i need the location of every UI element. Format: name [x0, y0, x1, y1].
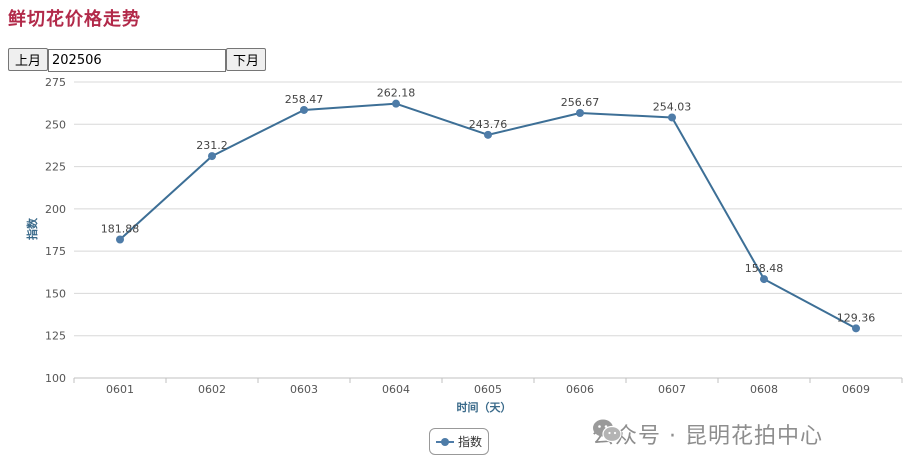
data-label: 256.67 [561, 96, 600, 109]
data-point [760, 275, 768, 284]
x-tick-label: 0606 [566, 383, 594, 396]
legend-line-marker-icon [435, 437, 454, 447]
next-month-button[interactable]: 下月 [226, 48, 267, 71]
data-label: 158.48 [745, 262, 784, 275]
data-point [852, 324, 860, 333]
watermark: 公众号 · 昆明花拍中心 [592, 418, 823, 450]
data-label: 129.36 [837, 311, 876, 324]
data-label: 243.76 [469, 118, 508, 131]
x-tick-label: 0602 [198, 383, 226, 396]
series-index: 181.88 231.2 258.47 262.18 243.76 256.67 254.0… [101, 87, 876, 333]
data-point [300, 105, 308, 114]
month-controls: 上月 下月 [8, 48, 267, 72]
y-tick-label: 275 [45, 76, 66, 89]
prev-month-button[interactable]: 上月 [8, 48, 49, 71]
x-tick-label: 0605 [474, 383, 502, 396]
data-point [484, 130, 492, 139]
y-tick-label: 225 [45, 161, 66, 174]
data-point [576, 109, 584, 118]
data-point [116, 235, 124, 244]
y-tick-label: 125 [45, 330, 66, 343]
y-tick-label: 150 [45, 287, 66, 300]
x-axis-title: 时间（天） [457, 400, 512, 414]
watermark-text: 公众号 · 昆明花拍中心 [592, 424, 823, 449]
data-label: 181.88 [101, 223, 140, 236]
page-title: 鲜切花价格走势 [8, 9, 141, 30]
data-label: 254.03 [653, 100, 692, 113]
wechat-icon [593, 419, 622, 443]
data-label: 258.47 [285, 93, 324, 106]
data-point [668, 113, 676, 122]
y-tick-label: 175 [45, 245, 66, 258]
month-input[interactable] [48, 49, 227, 72]
axes: 100 125 150 175 200 225 250 275 0601 0602 0603 0604… [45, 76, 903, 396]
y-tick-label: 250 [45, 118, 66, 131]
data-point [208, 152, 216, 161]
x-tick-label: 0607 [658, 383, 686, 396]
legend[interactable]: 指数 [429, 428, 489, 455]
legend-label: 指数 [457, 435, 482, 449]
x-tick-label: 0601 [106, 383, 134, 396]
y-tick-label: 100 [45, 372, 66, 385]
data-point [392, 99, 400, 108]
data-label: 262.18 [377, 87, 416, 100]
x-tick-label: 0604 [382, 383, 410, 396]
data-label: 231.2 [196, 139, 228, 152]
x-tick-label: 0609 [842, 383, 870, 396]
grid-lines [74, 81, 902, 337]
y-axis-title: 指数 [25, 217, 39, 240]
x-tick-label: 0608 [750, 383, 778, 396]
y-tick-label: 200 [45, 203, 66, 216]
x-tick-label: 0603 [290, 383, 318, 396]
